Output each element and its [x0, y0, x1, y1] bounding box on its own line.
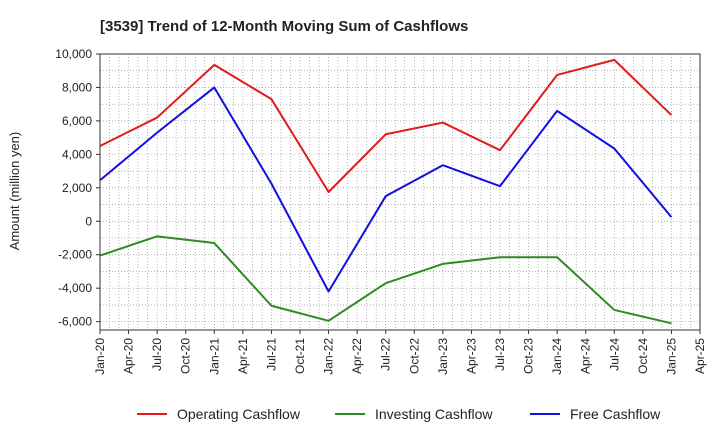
x-tick-label: Jul-23 — [493, 338, 507, 371]
x-axis: Jan-20 Apr-20 Jul-20 Oct-20 Jan-21 Apr-21 Jul-… — [93, 330, 707, 375]
y-tick-label: 8,000 — [62, 80, 92, 94]
series-line-2 — [99, 235, 672, 325]
legend-label: Free Cashflow — [570, 406, 661, 422]
x-tick-label: Jul-22 — [379, 338, 393, 371]
series-lines — [99, 58, 673, 325]
y-axis-label: Amount (million yen) — [7, 132, 22, 251]
x-tick-label: Jan-21 — [207, 338, 221, 375]
x-tick-label: Jan-24 — [550, 338, 564, 375]
x-tick-label: Jan-20 — [93, 338, 107, 375]
y-tick-label: -6,000 — [58, 315, 92, 329]
series-line-1 — [99, 58, 673, 193]
legend-label: Operating Cashflow — [177, 406, 301, 422]
x-tick-label: Jan-23 — [436, 338, 450, 375]
x-tick-label: Jan-22 — [322, 338, 336, 375]
x-tick-label: Oct-21 — [293, 338, 307, 374]
x-tick-label: Apr-25 — [693, 338, 707, 374]
legend: Operating Cashflow Investing Cashflow Free… — [137, 406, 661, 422]
x-tick-label: Jul-24 — [607, 338, 621, 371]
y-tick-label: 10,000 — [55, 47, 92, 61]
y-tick-label: -4,000 — [58, 281, 92, 295]
y-axis: 10,000 8,000 6,000 4,000 2,000 0 -2,000 -4,000 -… — [55, 47, 100, 329]
x-tick-label: Jul-20 — [150, 338, 164, 371]
x-tick-label: Apr-21 — [236, 338, 250, 374]
x-tick-label: Jan-25 — [664, 338, 678, 375]
x-tick-label: Oct-23 — [522, 338, 536, 374]
y-tick-label: 0 — [85, 214, 92, 228]
x-tick-label: Apr-22 — [350, 338, 364, 374]
x-tick-label: Apr-23 — [464, 338, 478, 374]
plot-area — [100, 54, 700, 330]
x-tick-label: Jul-21 — [264, 338, 278, 371]
y-tick-label: 4,000 — [62, 147, 92, 161]
series-line-3 — [99, 86, 673, 293]
y-tick-label: 2,000 — [62, 181, 92, 195]
plot-frame — [99, 53, 701, 331]
y-tick-label: -2,000 — [58, 248, 92, 262]
y-tick-label: 6,000 — [62, 114, 92, 128]
x-tick-label: Apr-20 — [122, 338, 136, 374]
x-tick-label: Oct-20 — [179, 338, 193, 374]
x-tick-label: Apr-24 — [579, 338, 593, 374]
x-tick-label: Oct-22 — [407, 338, 421, 374]
grid-lines — [100, 53, 700, 330]
legend-label: Investing Cashflow — [375, 406, 493, 422]
chart-title: [3539] Trend of 12-Month Moving Sum of C… — [100, 18, 468, 35]
x-tick-label: Oct-24 — [636, 338, 650, 374]
